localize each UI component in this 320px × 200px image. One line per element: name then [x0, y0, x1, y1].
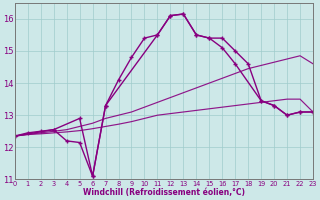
X-axis label: Windchill (Refroidissement éolien,°C): Windchill (Refroidissement éolien,°C) — [83, 188, 245, 197]
